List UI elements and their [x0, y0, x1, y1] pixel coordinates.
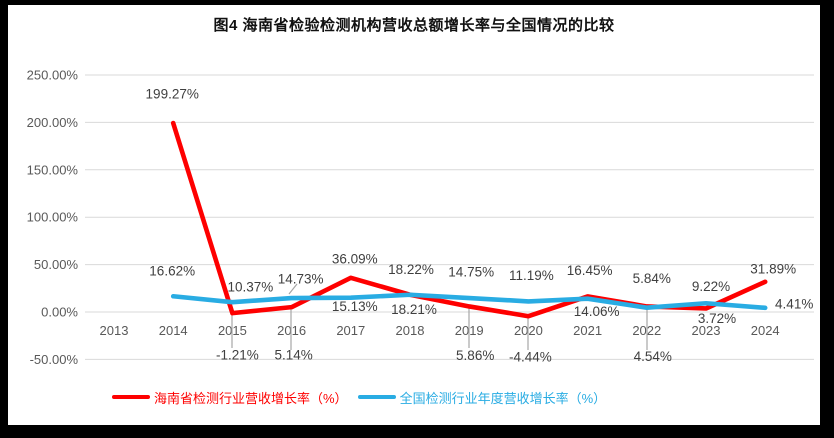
- legend-item-national: 全国检测行业年度营收增长率（%）: [357, 388, 607, 407]
- y-tick-label: 250.00%: [27, 68, 79, 83]
- data-label: 36.09%: [332, 251, 378, 266]
- data-label: 18.21%: [391, 302, 437, 317]
- legend-label-national: 全国检测行业年度营收增长率（%）: [399, 390, 607, 406]
- series-line-national: [170, 292, 768, 311]
- data-label: -1.21%: [216, 348, 259, 363]
- data-label: 15.13%: [332, 299, 378, 314]
- chart-title: 图4 海南省检验检测机构营收总额增长率与全国情况的比较: [213, 17, 615, 34]
- y-tick-label: 150.00%: [27, 162, 79, 177]
- data-label: 5.86%: [456, 348, 494, 363]
- label-leader-line: [288, 283, 298, 295]
- data-label: 4.41%: [775, 296, 813, 311]
- data-label: 199.27%: [146, 87, 199, 102]
- x-tick-label: 2017: [336, 323, 365, 338]
- legend-line-national-icon: [357, 395, 396, 399]
- growth-comparison-line-chart: 250.00% 200.00% 150.00% 100.00% 50.00% 0.00% -…: [27, 68, 814, 367]
- x-tick-label: 2021: [573, 323, 602, 338]
- data-label: 11.19%: [509, 268, 554, 283]
- data-label: 9.22%: [692, 279, 730, 294]
- x-tick-label: 2014: [159, 323, 188, 338]
- x-tick-label: 2013: [100, 323, 129, 338]
- chart-legend: 海南省检测行业营收增长率（%） 全国检测行业年度营收增长率（%）: [112, 388, 616, 406]
- data-label: -4.44%: [509, 350, 552, 365]
- data-label: 4.54%: [634, 349, 672, 364]
- y-tick-label: 200.00%: [27, 115, 79, 130]
- data-label: 16.62%: [149, 264, 195, 279]
- data-label: 10.37%: [228, 280, 274, 295]
- x-tick-label: 2023: [692, 323, 721, 338]
- data-label: 14.75%: [448, 265, 494, 280]
- y-tick-label: -50.00%: [30, 352, 79, 367]
- data-label: 16.45%: [567, 263, 613, 278]
- data-label: 5.84%: [633, 271, 671, 286]
- x-tick-label: 2024: [751, 323, 780, 338]
- y-tick-label: 50.00%: [34, 257, 79, 272]
- data-label: 3.72%: [698, 311, 736, 326]
- data-label: 31.89%: [750, 261, 796, 276]
- legend-line-hainan-icon: [112, 395, 150, 399]
- y-tick-label: 100.00%: [27, 210, 79, 225]
- data-label: 14.73%: [278, 272, 324, 287]
- legend-item-hainan: 海南省检测行业营收增长率（%）: [112, 388, 348, 407]
- data-label: 18.22%: [388, 262, 434, 277]
- x-tick-label: 2018: [396, 323, 425, 338]
- data-label: 5.14%: [274, 348, 312, 363]
- y-tick-label: 0.00%: [41, 305, 78, 320]
- legend-label-hainan: 海南省检测行业营收增长率（%）: [154, 390, 348, 406]
- chart-panel: 图4 海南省检验检测机构营收总额增长率与全国情况的比较 250.00% 200.0…: [8, 5, 820, 425]
- data-label: 14.06%: [574, 304, 620, 319]
